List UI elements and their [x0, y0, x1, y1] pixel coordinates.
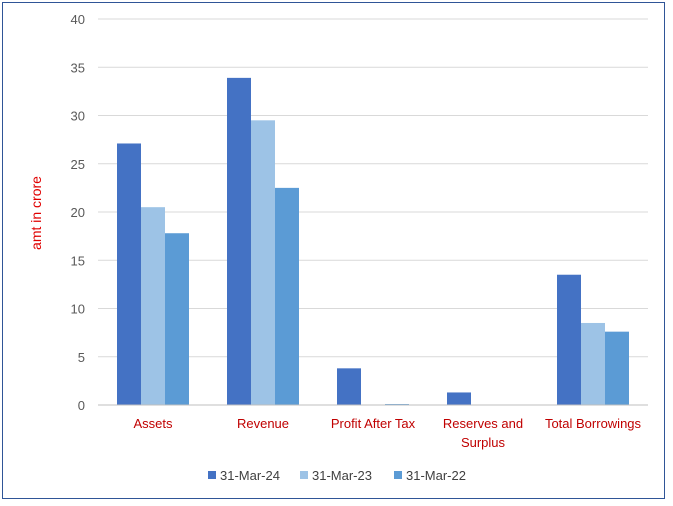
bar — [275, 187, 299, 405]
legend-swatch — [394, 471, 402, 479]
bar — [605, 331, 629, 405]
legend-item: 31-Mar-22 — [394, 468, 466, 483]
bar — [447, 392, 471, 405]
legend-swatch — [208, 471, 216, 479]
legend-label: 31-Mar-22 — [406, 468, 466, 483]
legend: 31-Mar-24 31-Mar-23 31-Mar-22 — [208, 468, 466, 483]
legend-item: 31-Mar-24 — [208, 468, 280, 483]
bar — [557, 274, 581, 405]
y-tick-label: 15 — [71, 253, 85, 268]
category-label: Assets — [133, 416, 173, 431]
legend-swatch — [300, 471, 308, 479]
bar — [337, 368, 361, 405]
bar-chart: 0 5 10 15 20 25 30 35 40 Assets Revenue Profit Aft… — [28, 12, 648, 483]
bar — [251, 120, 275, 405]
category-label: Reserves and Surplus — [443, 416, 523, 450]
bar — [141, 207, 165, 405]
y-tick-label: 0 — [78, 398, 85, 413]
y-tick-label: 40 — [71, 12, 85, 27]
y-tick-label: 35 — [71, 60, 85, 75]
y-axis-label: amt in crore — [28, 176, 44, 250]
bar — [581, 322, 605, 405]
y-tick-label: 20 — [71, 205, 85, 220]
bar — [227, 77, 251, 406]
legend-label: 31-Mar-24 — [220, 468, 280, 483]
bars — [117, 77, 629, 406]
category-label: Profit After Tax — [331, 416, 416, 431]
category-labels: Assets Revenue Profit After Tax Reserves an… — [133, 416, 641, 450]
bar — [117, 143, 141, 406]
legend-item: 31-Mar-23 — [300, 468, 372, 483]
chart-frame: 0 5 10 15 20 25 30 35 40 Assets Revenue Profit Aft… — [2, 2, 665, 499]
bar — [165, 233, 189, 405]
y-tick-label: 30 — [71, 109, 85, 124]
y-tick-label: 25 — [71, 157, 85, 172]
y-tick-label: 5 — [78, 350, 85, 365]
legend-label: 31-Mar-23 — [312, 468, 372, 483]
category-label: Total Borrowings — [545, 416, 642, 431]
gridlines — [98, 18, 648, 358]
y-tick-label: 10 — [71, 302, 85, 317]
category-label: Revenue — [237, 416, 289, 431]
y-axis-ticks: 0 5 10 15 20 25 30 35 40 — [71, 12, 85, 413]
